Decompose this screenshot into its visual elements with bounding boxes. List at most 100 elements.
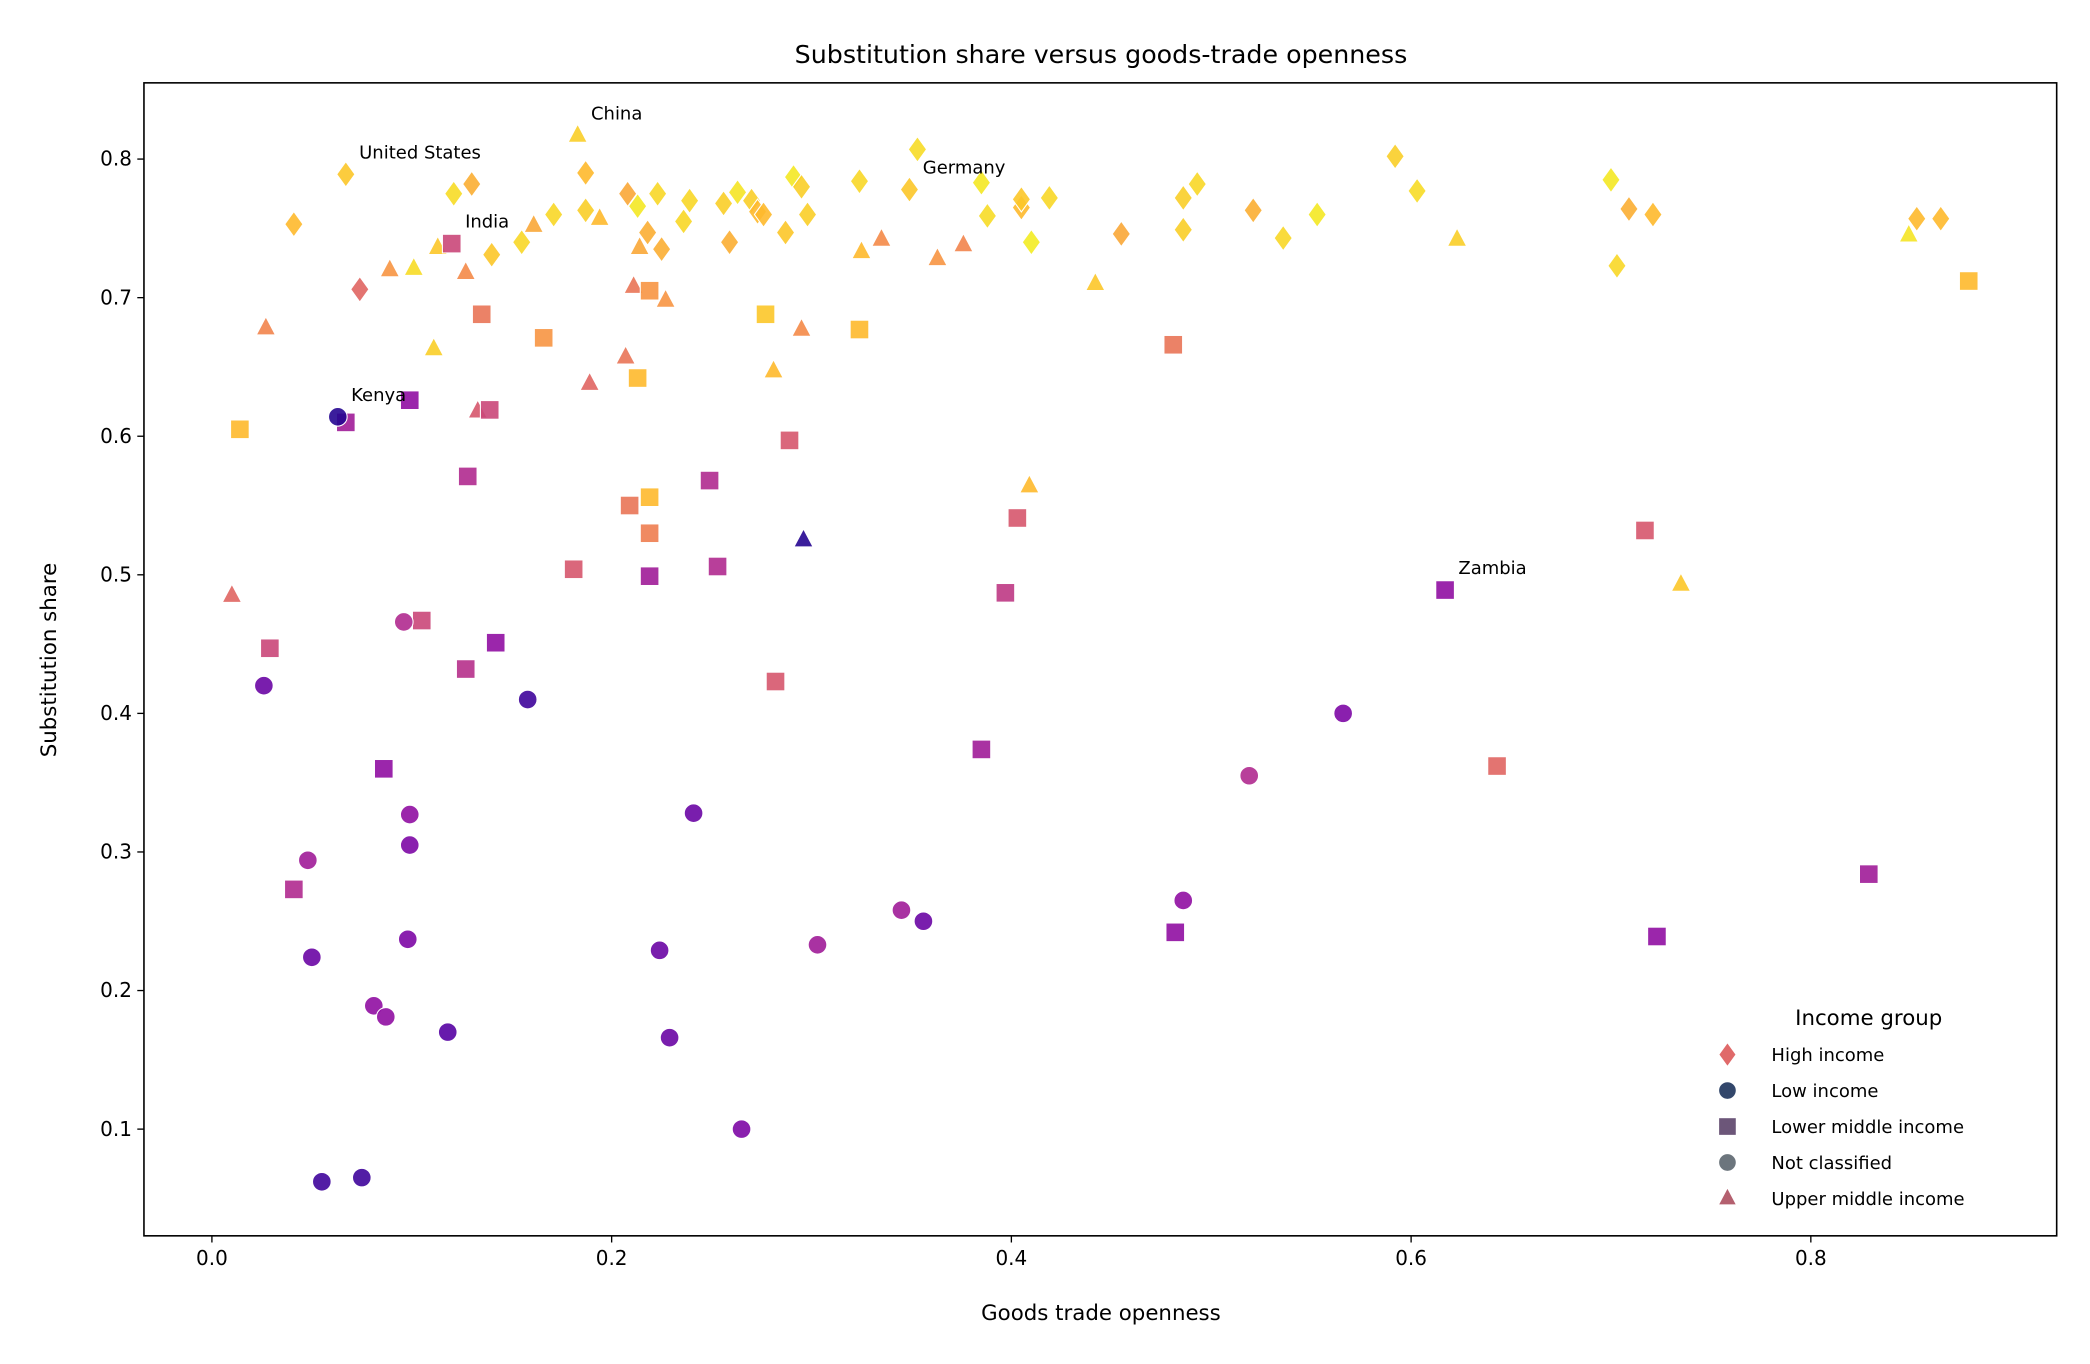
legend-label: Not classified <box>1771 1153 1892 1174</box>
data-point-diamond <box>617 180 638 208</box>
data-point-diamond <box>1601 166 1621 194</box>
data-point-diamond <box>849 167 870 195</box>
data-point-diamond <box>651 235 672 263</box>
data-point-circle <box>397 929 418 950</box>
data-point-triangle <box>952 232 974 253</box>
data-point-diamond <box>1407 177 1427 205</box>
y-tick-label: 0.5 <box>100 562 132 586</box>
data-point-diamond <box>783 163 804 191</box>
data-point-triangle <box>579 371 601 391</box>
data-point-diamond <box>637 218 658 247</box>
data-point-diamond <box>543 200 564 229</box>
data-point-circle <box>393 612 414 632</box>
data-point-diamond <box>1607 252 1627 280</box>
y-tick-label: 0.6 <box>100 424 132 448</box>
point-annotation: Kenya <box>351 385 406 406</box>
data-point-circle <box>311 1171 332 1192</box>
y-tick-label: 0.4 <box>100 701 132 725</box>
data-point-diamond <box>1173 216 1194 244</box>
y-tick-label: 0.7 <box>100 285 132 309</box>
point-annotation: United States <box>359 142 481 163</box>
data-point-square <box>411 610 432 631</box>
data-point-triangle <box>423 336 445 357</box>
data-point-diamond <box>1021 228 1042 256</box>
data-point-diamond <box>443 180 464 208</box>
x-tick-label: 0.2 <box>596 1246 628 1270</box>
data-point-diamond <box>1243 196 1263 224</box>
data-point-diamond <box>899 175 920 204</box>
data-point-circle <box>254 675 274 696</box>
data-point-diamond <box>673 207 694 236</box>
data-point-diamond <box>775 218 796 247</box>
data-point-square <box>1858 864 1879 884</box>
data-point-square <box>373 758 394 779</box>
data-point-diamond <box>679 187 700 215</box>
data-point-square <box>1958 271 1979 291</box>
data-points <box>221 123 1979 1192</box>
data-point-diamond <box>575 159 596 187</box>
data-point-diamond <box>1011 185 1032 213</box>
data-point-square <box>639 523 660 544</box>
data-point-square <box>471 304 492 325</box>
data-point-diamond <box>1906 205 1927 233</box>
data-point-diamond <box>1111 220 1132 248</box>
data-point-triangle <box>1018 473 1040 494</box>
data-point-square <box>485 632 506 653</box>
data-point-square <box>533 327 554 348</box>
legend-label: Low income <box>1771 1081 1878 1102</box>
data-point-square <box>971 739 992 760</box>
data-point-diamond <box>1307 200 1327 229</box>
data-point-square <box>479 400 500 420</box>
x-axis-label: Goods trade openness <box>981 1301 1221 1326</box>
data-point-triangle <box>850 239 872 260</box>
data-point-square <box>765 671 786 692</box>
data-point-circle <box>399 835 420 855</box>
data-point-diamond <box>1273 224 1293 252</box>
data-point-triangle <box>567 123 589 143</box>
data-point-triangle <box>255 315 277 336</box>
data-point-diamond <box>977 202 998 230</box>
data-point-square <box>230 419 250 440</box>
data-point-square <box>1007 508 1028 528</box>
data-point-triangle <box>221 583 243 603</box>
data-point-diamond <box>647 180 668 208</box>
data-point-square <box>1163 334 1184 355</box>
legend-label: Lower middle income <box>1771 1117 1964 1138</box>
data-point-square <box>639 280 660 301</box>
data-point-triangle <box>379 257 401 278</box>
y-ticks: 0.1 0.2 0.3 0.4 0.5 0.6 0.7 0.8 <box>100 147 144 1141</box>
data-point-triangle <box>589 206 611 226</box>
x-tick-label: 0.4 <box>995 1246 1027 1270</box>
data-point-triangle <box>523 213 545 233</box>
data-point-diamond <box>907 135 928 163</box>
data-point-triangle <box>455 260 477 281</box>
data-point-square <box>755 304 776 325</box>
data-point-square <box>1435 580 1455 600</box>
data-point-square <box>457 466 478 487</box>
data-point-circle <box>1333 703 1354 724</box>
data-point-square <box>639 566 660 587</box>
data-point-triangle <box>1670 572 1692 592</box>
data-point-triangle <box>403 256 425 276</box>
data-point-square <box>639 487 660 508</box>
data-point-square <box>1647 926 1667 947</box>
data-point-triangle <box>926 246 948 267</box>
data-point-diamond <box>791 173 812 201</box>
legend: Income group High income Low income Lower … <box>1717 1006 1965 1210</box>
data-point-square <box>1165 922 1186 943</box>
y-tick-label: 0.8 <box>100 147 132 171</box>
data-point-square <box>995 582 1016 603</box>
data-point-diamond <box>511 228 532 256</box>
data-point-circle <box>659 1027 680 1048</box>
data-point-circle <box>437 1022 458 1042</box>
data-point-square <box>779 430 800 451</box>
data-point-diamond <box>1039 184 1060 212</box>
data-point-diamond <box>719 228 740 256</box>
x-tick-label: 0.0 <box>196 1246 228 1270</box>
data-point-diamond <box>713 189 734 217</box>
data-point-square <box>627 368 648 388</box>
data-point-circle <box>301 947 322 968</box>
data-point-circle <box>399 804 420 825</box>
data-point-diamond <box>1385 142 1405 170</box>
